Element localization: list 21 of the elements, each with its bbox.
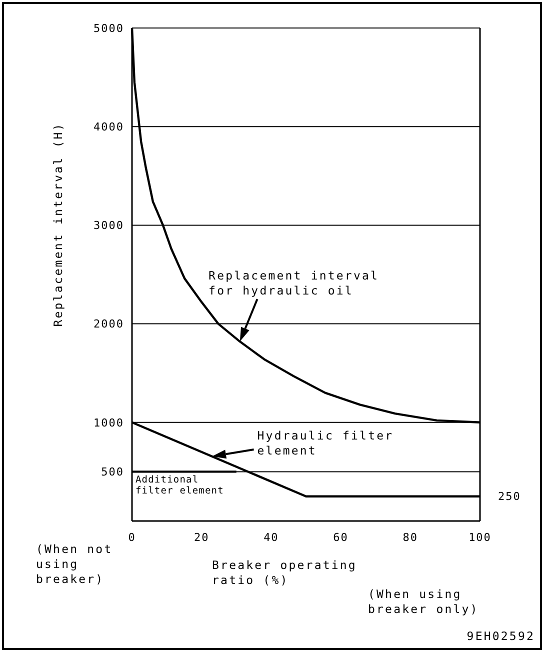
y-tick-label: 2000 (94, 318, 124, 331)
text: 9EH02592 (466, 629, 535, 643)
x-tick-label: 20 (194, 531, 210, 544)
y-tick-label: 3000 (94, 219, 124, 232)
x-tick-label: 100 (468, 531, 492, 544)
series-label: Additional filter element (135, 474, 224, 497)
series-label: Replacement interval for hydraulic oil (208, 268, 380, 298)
x-tick-label: 60 (333, 531, 348, 544)
x-tick-label: 80 (402, 531, 418, 544)
x-axis-title: Breaker operating ratio (%) (212, 558, 357, 587)
y-axis-title: Replacement interval (H) (51, 122, 65, 327)
y-tick-label: 500 (101, 466, 124, 479)
text: (When not using breaker) (36, 542, 113, 586)
x-tick-label: 40 (264, 531, 279, 544)
y-tick-label: 1000 (94, 416, 124, 430)
text: (When using breaker only) (368, 587, 479, 616)
x-tick-label: 0 (128, 531, 136, 544)
y-tick-label: 4000 (94, 120, 124, 134)
series-label: Hydraulic filter element (257, 428, 394, 458)
annotation: 250 (498, 490, 521, 504)
y-tick-label: 5000 (94, 22, 124, 35)
